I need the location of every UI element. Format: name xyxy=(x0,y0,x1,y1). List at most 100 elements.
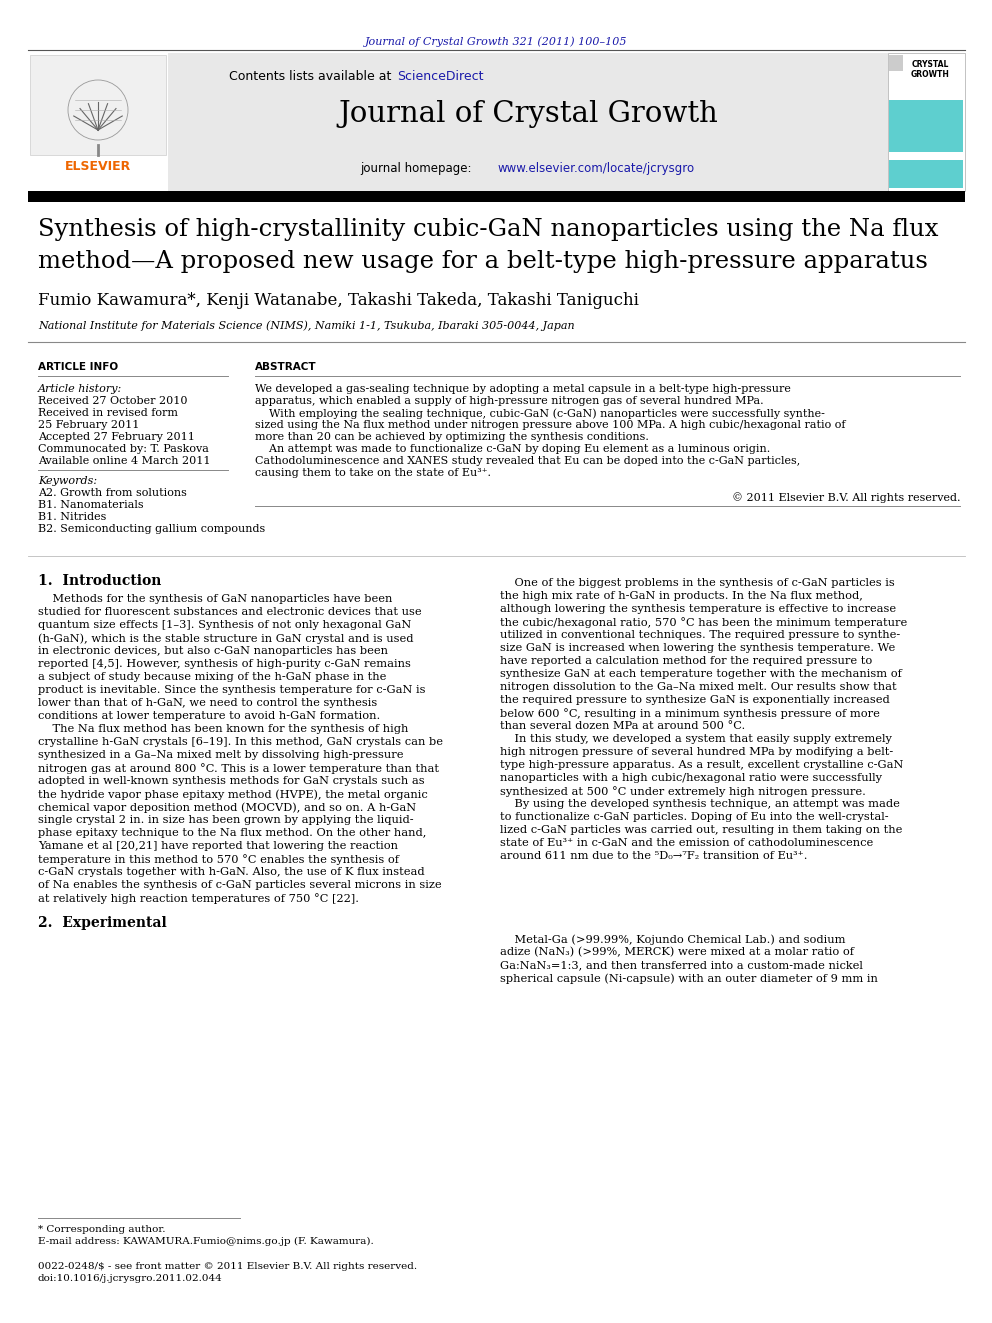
Text: ABSTRACT: ABSTRACT xyxy=(255,363,316,372)
Text: 1.  Introduction: 1. Introduction xyxy=(38,574,162,587)
Bar xyxy=(168,53,888,191)
Text: nitrogen dissolution to the Ga–Na mixed melt. Our results show that: nitrogen dissolution to the Ga–Na mixed … xyxy=(500,681,897,692)
Text: Journal of Crystal Growth 321 (2011) 100–105: Journal of Crystal Growth 321 (2011) 100… xyxy=(365,36,627,46)
Text: Ga:NaN₃=1:3, and then transferred into a custom-made nickel: Ga:NaN₃=1:3, and then transferred into a… xyxy=(500,960,863,970)
Text: type high-pressure apparatus. As a result, excellent crystalline c-GaN: type high-pressure apparatus. As a resul… xyxy=(500,759,904,770)
Text: E-mail address: KAWAMURA.Fumio@nims.go.jp (F. Kawamura).: E-mail address: KAWAMURA.Fumio@nims.go.j… xyxy=(38,1237,374,1246)
Text: utilized in conventional techniques. The required pressure to synthe-: utilized in conventional techniques. The… xyxy=(500,630,901,640)
Text: synthesize GaN at each temperature together with the mechanism of: synthesize GaN at each temperature toget… xyxy=(500,669,902,679)
Text: size GaN is increased when lowering the synthesis temperature. We: size GaN is increased when lowering the … xyxy=(500,643,895,654)
Text: Yamane et al [20,21] have reported that lowering the reaction: Yamane et al [20,21] have reported that … xyxy=(38,841,398,851)
Text: 25 February 2011: 25 February 2011 xyxy=(38,419,139,430)
Text: 2.  Experimental: 2. Experimental xyxy=(38,916,167,930)
Text: studied for fluorescent substances and electronic devices that use: studied for fluorescent substances and e… xyxy=(38,607,422,617)
Text: We developed a gas-sealing technique by adopting a metal capsule in a belt-type : We developed a gas-sealing technique by … xyxy=(255,384,791,394)
Text: spherical capsule (Ni-capsule) with an outer diameter of 9 mm in: spherical capsule (Ni-capsule) with an o… xyxy=(500,972,878,983)
Text: the hydride vapor phase epitaxy method (HVPE), the metal organic: the hydride vapor phase epitaxy method (… xyxy=(38,789,428,799)
Bar xyxy=(28,53,168,191)
Text: method—A proposed new usage for a belt-type high-pressure apparatus: method—A proposed new usage for a belt-t… xyxy=(38,250,928,273)
Bar xyxy=(30,56,166,155)
Text: the required pressure to synthesize GaN is exponentially increased: the required pressure to synthesize GaN … xyxy=(500,695,890,705)
Text: Received 27 October 2010: Received 27 October 2010 xyxy=(38,396,187,406)
Text: the high mix rate of h-GaN in products. In the Na flux method,: the high mix rate of h-GaN in products. … xyxy=(500,591,863,601)
Text: state of Eu³⁺ in c-GaN and the emission of cathodoluminescence: state of Eu³⁺ in c-GaN and the emission … xyxy=(500,837,873,848)
Text: Available online 4 March 2011: Available online 4 March 2011 xyxy=(38,456,210,466)
Text: Synthesis of high-crystallinity cubic-GaN nanoparticles using the Na flux: Synthesis of high-crystallinity cubic-Ga… xyxy=(38,218,938,241)
Text: ELSEVIER: ELSEVIER xyxy=(64,160,131,173)
Text: B2. Semiconducting gallium compounds: B2. Semiconducting gallium compounds xyxy=(38,524,265,534)
Text: synthesized in a Ga–Na mixed melt by dissolving high-pressure: synthesized in a Ga–Na mixed melt by dis… xyxy=(38,750,404,759)
Text: journal homepage:: journal homepage: xyxy=(360,161,475,175)
Text: around 611 nm due to the ⁵D₀→⁷F₂ transition of Eu³⁺.: around 611 nm due to the ⁵D₀→⁷F₂ transit… xyxy=(500,851,807,861)
Text: conditions at lower temperature to avoid h-GaN formation.: conditions at lower temperature to avoid… xyxy=(38,710,380,721)
Text: * Corresponding author.: * Corresponding author. xyxy=(38,1225,166,1234)
Text: have reported a calculation method for the required pressure to: have reported a calculation method for t… xyxy=(500,656,872,665)
Text: causing them to take on the state of Eu³⁺.: causing them to take on the state of Eu³… xyxy=(255,468,491,478)
Text: the cubic/hexagonal ratio, 570 °C has been the minimum temperature: the cubic/hexagonal ratio, 570 °C has be… xyxy=(500,617,908,628)
Bar xyxy=(889,101,963,152)
Text: Received in revised form: Received in revised form xyxy=(38,407,178,418)
Bar xyxy=(889,56,903,71)
Text: below 600 °C, resulting in a minimum synthesis pressure of more: below 600 °C, resulting in a minimum syn… xyxy=(500,708,880,718)
Text: Keywords:: Keywords: xyxy=(38,476,97,486)
Text: www.elsevier.com/locate/jcrysgro: www.elsevier.com/locate/jcrysgro xyxy=(497,161,694,175)
Text: With employing the sealing technique, cubic-GaN (c-GaN) nanoparticles were succe: With employing the sealing technique, cu… xyxy=(255,407,825,418)
Text: ARTICLE INFO: ARTICLE INFO xyxy=(38,363,118,372)
Text: reported [4,5]. However, synthesis of high-purity c-GaN remains: reported [4,5]. However, synthesis of hi… xyxy=(38,659,411,669)
Text: single crystal 2 in. in size has been grown by applying the liquid-: single crystal 2 in. in size has been gr… xyxy=(38,815,414,826)
Text: Methods for the synthesis of GaN nanoparticles have been: Methods for the synthesis of GaN nanopar… xyxy=(38,594,393,605)
Text: nanoparticles with a high cubic/hexagonal ratio were successfully: nanoparticles with a high cubic/hexagona… xyxy=(500,773,882,783)
Text: sized using the Na flux method under nitrogen pressure above 100 MPa. A high cub: sized using the Na flux method under nit… xyxy=(255,419,845,430)
Text: phase epitaxy technique to the Na flux method. On the other hand,: phase epitaxy technique to the Na flux m… xyxy=(38,828,427,837)
Text: National Institute for Materials Science (NIMS), Namiki 1-1, Tsukuba, Ibaraki 30: National Institute for Materials Science… xyxy=(38,320,574,331)
Text: doi:10.1016/j.jcrysgro.2011.02.044: doi:10.1016/j.jcrysgro.2011.02.044 xyxy=(38,1274,223,1283)
Text: than several dozen MPa at around 500 °C.: than several dozen MPa at around 500 °C. xyxy=(500,721,745,732)
Text: An attempt was made to functionalize c-GaN by doping Eu element as a luminous or: An attempt was made to functionalize c-G… xyxy=(255,445,770,454)
Text: although lowering the synthesis temperature is effective to increase: although lowering the synthesis temperat… xyxy=(500,605,896,614)
Text: product is inevitable. Since the synthesis temperature for c-GaN is: product is inevitable. Since the synthes… xyxy=(38,685,426,695)
Text: lized c-GaN particles was carried out, resulting in them taking on the: lized c-GaN particles was carried out, r… xyxy=(500,826,903,835)
Text: at relatively high reaction temperatures of 750 °C [22].: at relatively high reaction temperatures… xyxy=(38,893,359,904)
Text: (h-GaN), which is the stable structure in GaN crystal and is used: (h-GaN), which is the stable structure i… xyxy=(38,632,414,643)
Bar xyxy=(889,160,963,188)
Text: quantum size effects [1–3]. Synthesis of not only hexagonal GaN: quantum size effects [1–3]. Synthesis of… xyxy=(38,620,412,630)
Text: adopted in well-known synthesis methods for GaN crystals such as: adopted in well-known synthesis methods … xyxy=(38,777,425,786)
Text: By using the developed synthesis technique, an attempt was made: By using the developed synthesis techniq… xyxy=(500,799,900,808)
Text: B1. Nanomaterials: B1. Nanomaterials xyxy=(38,500,144,509)
Text: The Na flux method has been known for the synthesis of high: The Na flux method has been known for th… xyxy=(38,724,409,734)
Text: c-GaN crystals together with h-GaN. Also, the use of K flux instead: c-GaN crystals together with h-GaN. Also… xyxy=(38,867,425,877)
Text: 0022-0248/$ - see front matter © 2011 Elsevier B.V. All rights reserved.: 0022-0248/$ - see front matter © 2011 El… xyxy=(38,1262,417,1271)
Text: © 2011 Elsevier B.V. All rights reserved.: © 2011 Elsevier B.V. All rights reserved… xyxy=(731,492,960,503)
Text: chemical vapor deposition method (MOCVD), and so on. A h-GaN: chemical vapor deposition method (MOCVD)… xyxy=(38,802,416,812)
Text: lower than that of h-GaN, we need to control the synthesis: lower than that of h-GaN, we need to con… xyxy=(38,699,377,708)
Bar xyxy=(28,191,965,202)
Text: to functionalize c-GaN particles. Doping of Eu into the well-crystal-: to functionalize c-GaN particles. Doping… xyxy=(500,812,889,822)
Text: Accepted 27 February 2011: Accepted 27 February 2011 xyxy=(38,433,194,442)
Text: Metal-Ga (>99.99%, Kojundo Chemical Lab.) and sodium: Metal-Ga (>99.99%, Kojundo Chemical Lab.… xyxy=(500,934,845,945)
Text: CRYSTAL: CRYSTAL xyxy=(912,60,948,69)
Text: B1. Nitrides: B1. Nitrides xyxy=(38,512,106,523)
Text: in electronic devices, but also c-GaN nanoparticles has been: in electronic devices, but also c-GaN na… xyxy=(38,646,388,656)
Text: Journal of Crystal Growth: Journal of Crystal Growth xyxy=(338,101,718,128)
Text: Article history:: Article history: xyxy=(38,384,122,394)
Text: more than 20 can be achieved by optimizing the synthesis conditions.: more than 20 can be achieved by optimizi… xyxy=(255,433,649,442)
Bar xyxy=(888,53,965,191)
Text: nitrogen gas at around 800 °C. This is a lower temperature than that: nitrogen gas at around 800 °C. This is a… xyxy=(38,763,439,774)
Text: of Na enables the synthesis of c-GaN particles several microns in size: of Na enables the synthesis of c-GaN par… xyxy=(38,880,441,890)
Text: apparatus, which enabled a supply of high-pressure nitrogen gas of several hundr: apparatus, which enabled a supply of hig… xyxy=(255,396,764,406)
Text: synthesized at 500 °C under extremely high nitrogen pressure.: synthesized at 500 °C under extremely hi… xyxy=(500,786,866,796)
Text: GROWTH: GROWTH xyxy=(911,70,949,79)
Text: a subject of study because mixing of the h-GaN phase in the: a subject of study because mixing of the… xyxy=(38,672,386,681)
Text: temperature in this method to 570 °C enables the synthesis of: temperature in this method to 570 °C ena… xyxy=(38,855,399,865)
Text: In this study, we developed a system that easily supply extremely: In this study, we developed a system tha… xyxy=(500,734,892,744)
Text: Contents lists available at: Contents lists available at xyxy=(228,70,395,83)
Text: Cathodoluminescence and XANES study revealed that Eu can be doped into the c-GaN: Cathodoluminescence and XANES study reve… xyxy=(255,456,801,466)
Text: Fumio Kawamura*, Kenji Watanabe, Takashi Takeda, Takashi Taniguchi: Fumio Kawamura*, Kenji Watanabe, Takashi… xyxy=(38,292,639,310)
Text: One of the biggest problems in the synthesis of c-GaN particles is: One of the biggest problems in the synth… xyxy=(500,578,895,587)
Text: Communocated by: T. Paskova: Communocated by: T. Paskova xyxy=(38,445,209,454)
Text: high nitrogen pressure of several hundred MPa by modifying a belt-: high nitrogen pressure of several hundre… xyxy=(500,747,893,757)
Text: adize (NaN₃) (>99%, MERCK) were mixed at a molar ratio of: adize (NaN₃) (>99%, MERCK) were mixed at… xyxy=(500,947,854,958)
Text: crystalline h-GaN crystals [6–19]. In this method, GaN crystals can be: crystalline h-GaN crystals [6–19]. In th… xyxy=(38,737,443,747)
Text: A2. Growth from solutions: A2. Growth from solutions xyxy=(38,488,186,497)
Text: ScienceDirect: ScienceDirect xyxy=(397,70,483,83)
